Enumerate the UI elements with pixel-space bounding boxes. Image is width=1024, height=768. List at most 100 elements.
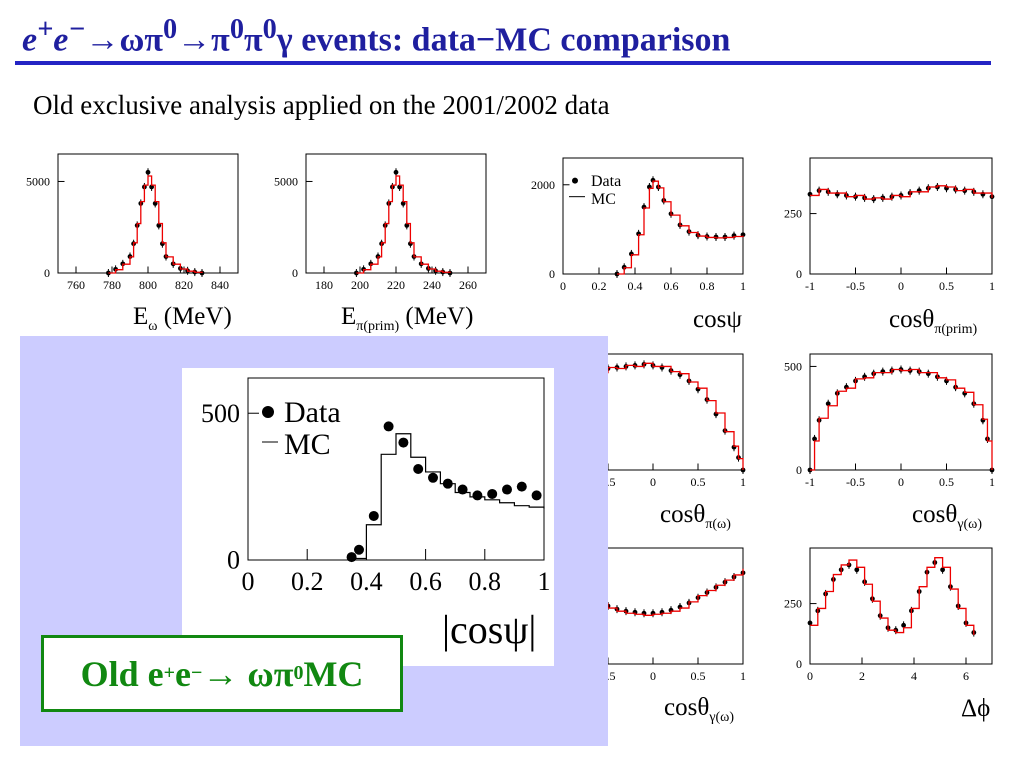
xtick-label-e_pi_prim-3: 240 [423, 278, 441, 292]
data-point-cos_psi-9 [668, 211, 674, 217]
chart-e_omega: 0 5000 760 780 800 820 840 [26, 153, 239, 292]
data-point-cos_theta_pi_omega-11 [695, 386, 701, 392]
xtick-label-cos_psi-1: 0.2 [592, 279, 607, 293]
xlabel-cos-theta-gamma-omega-a: cosθγ(ω) [912, 501, 982, 533]
xlabel-e-omega-sub: ω [148, 319, 158, 334]
title-plus: + [37, 14, 54, 45]
data-point-delta_phi-21 [971, 630, 977, 635]
data-point-cos_theta_gamma_omega_a-3 [825, 401, 831, 407]
data-point-cos_theta_pi_omega-10 [686, 378, 692, 384]
data-point-e_pi_prim-12 [408, 241, 413, 247]
data-point-cos_theta_gamma_omega_b-12 [704, 590, 710, 595]
data-point-cos_psi-3 [636, 231, 641, 237]
data-point-cos_theta_pi_omega-3 [623, 364, 629, 369]
data-point-e_pi_prim-10 [400, 201, 406, 206]
title-minus: − [68, 14, 86, 45]
data-point-cos_theta_gamma_omega_a-10 [889, 368, 895, 373]
data-point-cos_theta_pi_omega-4 [632, 362, 638, 368]
data-point-e_omega-4 [131, 241, 137, 247]
data-point-cos_psi-17 [740, 232, 746, 238]
xtick-label-delta_phi-2: 4 [911, 669, 917, 683]
data-point-delta_phi-17 [940, 567, 945, 573]
data-point-cos_psi-5 [647, 184, 652, 190]
title-e2: e [53, 21, 69, 59]
data-point-e_omega-5 [134, 223, 140, 228]
data-point-delta_phi-10 [885, 625, 891, 631]
data-point-cos_theta_pi_prim-11 [907, 190, 913, 196]
data-point-cos_theta_gamma_omega_b-16 [740, 570, 746, 576]
data-point-e_omega-9 [149, 184, 155, 190]
data-point-delta_phi-4 [838, 567, 844, 573]
chart-e_pi_prim: 0 5000 180 200 220 240 260 [274, 153, 487, 292]
xlabel-e-pi-prim-unit: (MeV) [405, 303, 474, 330]
data-point-e_omega-14 [170, 261, 176, 267]
data-point-cos_psi-16 [731, 233, 737, 239]
xlabel-cos-theta-pi-prim: cosθπ(prim) [889, 306, 977, 338]
data-point-cos_theta_pi_omega-6 [650, 362, 656, 368]
xlabel-delta-phi: Δϕ [961, 695, 990, 723]
data-point-e_pi_prim-5 [382, 223, 388, 228]
xtick-label-cos_theta_pi_prim-3: 0.5 [939, 279, 954, 293]
data-point-delta_phi-6 [854, 567, 860, 573]
data-point-cos_theta_gamma_omega_b-7 [659, 609, 665, 615]
xlabel-cos-theta-gamma-omega-a-main: cosθ [912, 501, 958, 528]
data-point-delta_phi-11 [893, 627, 899, 633]
data-point-cos_psi-4 [641, 204, 647, 210]
xtick-label-delta_phi-1: 2 [859, 669, 865, 683]
xtick-label-cos_theta_gamma_omega_a-2: 0 [898, 475, 904, 489]
data-point-e_omega-18 [199, 270, 205, 276]
data-point-cos_theta_pi_omega-5 [641, 361, 647, 367]
data-point-delta_phi-2 [823, 591, 828, 597]
data-point-delta_phi-5 [846, 562, 852, 568]
data-point-cos_psi-6 [650, 177, 656, 183]
data-point-delta_phi-15 [924, 569, 930, 575]
data-point-cos_theta_gamma_omega_b-14 [722, 579, 728, 585]
ytick-label-cos_theta_pi_prim-0: 0 [796, 267, 802, 281]
data-point-cos_theta_pi_prim-7 [871, 196, 877, 202]
data-point-cos_psi-2 [629, 251, 634, 257]
xtick-label-cos_theta_pi_omega-3: 1 [740, 475, 746, 489]
data-point-e_pi_prim-6 [386, 201, 392, 206]
data-point-e_omega-1 [113, 266, 118, 272]
xlabel-inset: |cosψ| [442, 606, 536, 653]
chart-delta_phi: 0 250 0 2 4 6 [784, 547, 993, 683]
ytick-label-delta_phi-1: 250 [784, 597, 802, 611]
data-point-cos_psi-7 [656, 184, 661, 190]
data-point-cos_theta_gamma_omega_a-2 [816, 417, 822, 423]
chart-frame-e_pi_prim [305, 153, 487, 274]
data-point-e_pi_prim-4 [379, 241, 384, 247]
ytick-label-cos_theta_gamma_omega_a-1: 500 [784, 359, 802, 373]
series-mc-cos_theta_gamma_omega_b [608, 568, 744, 616]
data-point-cos_theta_pi_omega-2 [614, 365, 620, 370]
data-point-cos_theta_gamma_omega_a-11 [898, 367, 904, 372]
xlabel-delta-phi-main: Δϕ [961, 695, 991, 722]
data-point-cos_theta_pi_prim-6 [862, 195, 867, 201]
data-point-e_omega-2 [120, 261, 126, 267]
data-point-e_omega-15 [178, 266, 183, 271]
data-point-e_pi_prim-15 [426, 266, 431, 271]
callout-sup-b: − [190, 662, 203, 684]
legend-mc-label-cos_psi: MC [591, 191, 616, 208]
data-point-cos_theta_pi_prim-18 [971, 189, 977, 195]
callout-sup-a: + [163, 662, 175, 684]
xlabel-cos-theta-gamma-omega-b-sub: γ(ω) [709, 710, 735, 725]
xlabel-cos-theta-pi-omega-main: cosθ [660, 501, 706, 528]
data-point-cos_theta_gamma_omega_a-1 [812, 436, 817, 442]
data-point-cos_theta_pi_prim-14 [935, 184, 940, 190]
xtick-label-e_pi_prim-1: 200 [351, 278, 369, 292]
xtick-label-e_pi_prim-0: 180 [315, 278, 333, 292]
data-point-cos_theta_gamma_omega_a-9 [880, 369, 886, 375]
data-point-cos_theta_gamma_omega_b-13 [713, 584, 719, 590]
ytick-label-e_omega-0: 0 [44, 266, 50, 280]
data-point-cos_theta_gamma_omega_a-17 [953, 384, 958, 390]
ytick-label-e_pi_prim-1: 5000 [274, 174, 298, 188]
title-part-1: →ωπ [85, 21, 163, 59]
data-point-delta_phi-1 [815, 608, 821, 614]
xtick-label-delta_phi-3: 6 [963, 669, 969, 683]
data-point-cos_theta_pi_omega-7 [659, 365, 665, 370]
title-part-3: π [243, 21, 263, 59]
legend-data-label-cos_psi: Data [591, 173, 621, 190]
data-point-e_pi_prim-7 [390, 184, 395, 190]
data-point-e_omega-3 [127, 254, 133, 259]
